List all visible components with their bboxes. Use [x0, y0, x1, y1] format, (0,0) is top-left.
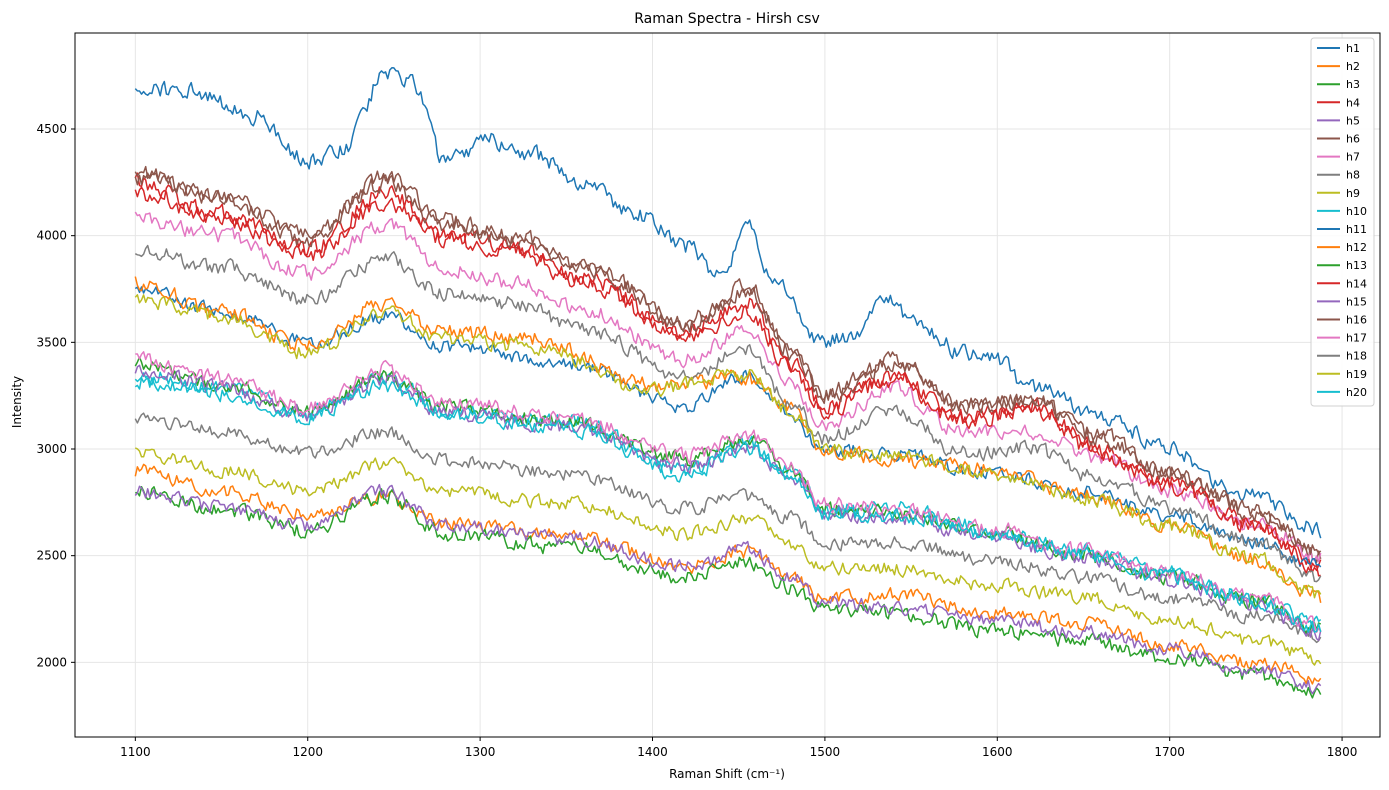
legend-label-h8: h8 [1346, 169, 1360, 182]
legend-label-h13: h13 [1346, 259, 1367, 272]
ticks-layer: 1100 1200 1300 1400 1500 1600 1700 1800 2000 2500… [36, 122, 1357, 759]
legend-label-h10: h10 [1346, 205, 1367, 218]
series-line-h19 [134, 294, 1322, 599]
legend-label-h5: h5 [1346, 114, 1360, 127]
legend-label-h4: h4 [1346, 96, 1360, 109]
legend-label-h20: h20 [1346, 386, 1367, 399]
legend-label-h6: h6 [1346, 133, 1360, 146]
legend-label-h15: h15 [1346, 295, 1367, 308]
x-tick-label: 1300 [465, 745, 496, 759]
legend-label-h1: h1 [1346, 42, 1360, 55]
plot-frame [74, 32, 1381, 738]
series-line-h12 [134, 276, 1322, 603]
legend-box [1310, 37, 1375, 407]
series-line-h7 [134, 211, 1322, 563]
series-line-h8 [134, 412, 1322, 644]
series-line-h20 [134, 376, 1322, 633]
y-axis-title: Intensity [10, 376, 24, 428]
y-tick-label: 2500 [36, 549, 67, 563]
legend-label-h14: h14 [1346, 277, 1367, 290]
legend-label-h9: h9 [1346, 187, 1360, 200]
y-tick-label: 4000 [36, 229, 67, 243]
legend-label-h17: h17 [1346, 332, 1367, 345]
legend-label-h7: h7 [1346, 151, 1360, 164]
y-tick-label: 2000 [36, 655, 67, 669]
series-line-h3 [135, 485, 1322, 699]
series-line-h10 [134, 371, 1322, 630]
series-line-h4 [134, 172, 1322, 573]
grid-layer [75, 33, 1380, 737]
series-line-h16 [134, 165, 1322, 555]
y-tick-label: 3000 [36, 442, 67, 456]
series-line-h15 [134, 364, 1322, 642]
y-tick-label: 4500 [36, 122, 67, 136]
legend: h1 h2 h3 h4 h5 h6 h7 h8 h9 h10 h11 h12 h13 h14 h15 h16 h… [1310, 37, 1375, 407]
series-line-h5 [134, 483, 1322, 695]
series-line-h17 [135, 351, 1322, 633]
x-tick-label: 1200 [292, 745, 323, 759]
x-tick-label: 1100 [120, 745, 151, 759]
legend-label-h18: h18 [1346, 350, 1367, 363]
series-line-h6 [134, 172, 1322, 563]
chart-title: Raman Spectra - Hirsh csv [634, 11, 819, 27]
legend-label-h3: h3 [1346, 78, 1360, 91]
legend-label-h12: h12 [1346, 241, 1367, 254]
series-line-h18 [134, 244, 1322, 583]
x-axis-title: Raman Shift (cm⁻¹) [669, 767, 785, 781]
legend-label-h16: h16 [1346, 314, 1367, 327]
y-tick-label: 3500 [36, 335, 67, 349]
x-tick-label: 1800 [1327, 745, 1358, 759]
x-tick-label: 1700 [1154, 745, 1185, 759]
series-line-h9 [134, 447, 1322, 666]
series-layer [134, 66, 1322, 699]
x-tick-label: 1500 [810, 745, 841, 759]
x-tick-label: 1600 [982, 745, 1013, 759]
legend-label-h2: h2 [1346, 60, 1360, 73]
series-line-h1 [134, 66, 1322, 539]
series-line-h14 [134, 186, 1321, 577]
x-tick-label: 1400 [637, 745, 668, 759]
legend-label-h11: h11 [1346, 223, 1367, 236]
legend-label-h19: h19 [1346, 368, 1367, 381]
